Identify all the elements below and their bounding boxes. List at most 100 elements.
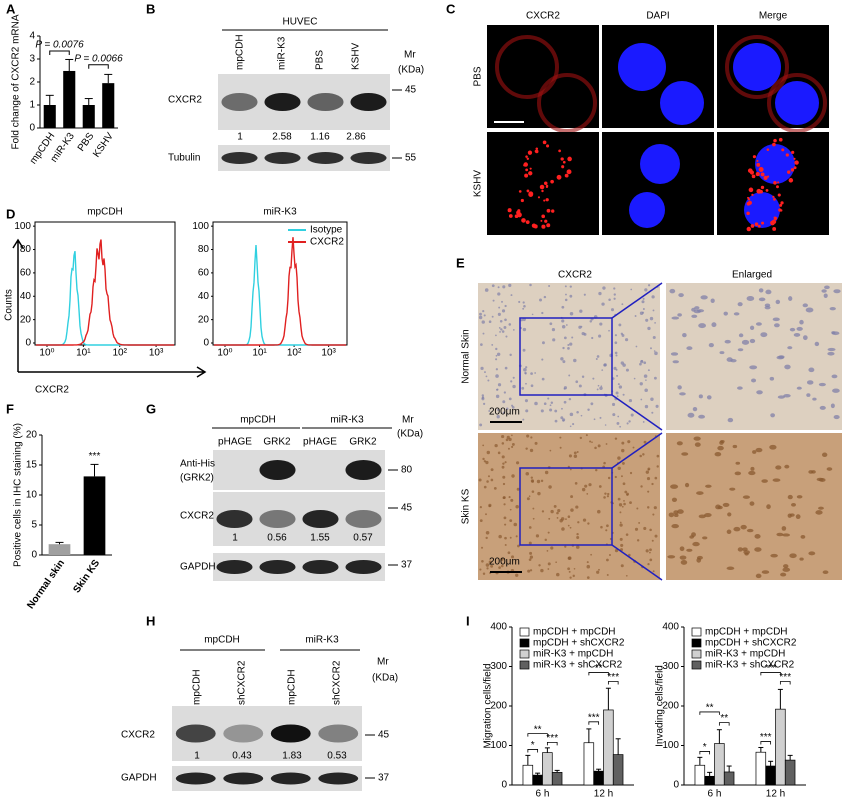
cell-nucleus [485,563,490,567]
bar [704,775,715,786]
cell-nucleus [503,503,506,506]
cell-nucleus [795,514,801,520]
lane-label: mpCDH [287,669,298,705]
zoom-line [611,544,663,581]
blot-band [345,510,382,528]
cxcr2-signal [781,148,785,152]
cell-nucleus [544,538,548,542]
cell-nucleus [651,411,654,414]
cxcr2-signal [525,220,530,225]
cell-nucleus [546,550,549,552]
lane-label: mpCDH [192,669,203,705]
cell-nucleus [752,450,757,454]
cell-nucleus [782,533,791,537]
row-label: Skin KS [461,488,472,524]
cell-nucleus [608,329,610,332]
bar [612,754,624,786]
cell-nucleus [500,557,504,561]
cell-nucleus [621,334,625,337]
blot-band [307,93,344,111]
cxcr2-signal [535,147,539,150]
y-tick-label: 0 [31,550,37,561]
cell-nucleus [573,358,577,363]
cell-nucleus [764,303,771,307]
cell-nucleus [783,393,791,398]
cell-nucleus [645,549,649,553]
cell-nucleus [624,338,629,342]
cell-nucleus [510,498,514,502]
y-axis-label: Fold change of CXCR2 mRNA [11,14,22,149]
cxcr2-signal [773,198,776,201]
cxcr2-signal [773,138,777,143]
cell-nucleus [653,506,657,510]
cell-nucleus [541,311,544,315]
cell-nucleus [696,491,704,495]
cell-nucleus [555,561,557,564]
cell-nucleus [560,357,564,361]
axis-label: CXCR2 [35,385,69,396]
cell-nucleus [621,303,624,306]
bar [43,105,56,128]
cell-nucleus [749,501,755,506]
cxcr2-signal [507,208,512,213]
cxcr2-signal [523,162,528,167]
cell-nucleus [591,441,593,444]
cxcr2-signal [525,155,528,158]
cell-nucleus [549,322,553,326]
cell-nucleus [615,368,618,371]
cell-nucleus [677,509,684,514]
sig-label: *** [765,663,777,674]
cell-nucleus [619,537,623,541]
cell-nucleus [498,306,501,309]
plot-title: mpCDH [87,207,123,218]
cell-nucleus [622,461,625,465]
cell-nucleus [606,495,610,498]
cell-nucleus [599,386,603,391]
cxcr2-signal [551,209,555,213]
cell-nucleus [643,374,648,378]
cell-nucleus [595,357,598,360]
cell-nucleus [706,395,712,400]
cell-nucleus [698,414,705,419]
quant-label: 2.86 [346,132,366,143]
cell-nucleus [549,449,552,452]
row-label: GAPDH [121,773,157,784]
cell-nucleus [565,324,568,326]
blot-band [270,772,311,785]
cell-nucleus [528,541,532,545]
cell-nucleus [505,335,508,338]
x-tick-label: KSHV [91,131,116,160]
cell-nucleus [575,545,580,549]
cell-nucleus [655,404,659,408]
cell-nucleus [822,570,829,575]
cell-nucleus [788,296,793,301]
cxcr2-signal [795,161,799,164]
cell-nucleus [529,551,533,555]
cell-nucleus [563,336,567,340]
cell-nucleus [481,320,485,324]
cell-nucleus [496,415,500,419]
legend-swatch [691,660,702,670]
quant-label: 0.56 [267,533,287,544]
cell-nucleus [653,376,657,380]
cell-nucleus [620,564,624,568]
cell-nucleus [689,535,694,539]
cell-nucleus [833,414,840,420]
cell-nucleus [481,560,484,563]
cell-nucleus [528,558,532,561]
cell-nucleus [614,549,619,553]
cell-nucleus [510,380,513,383]
cell-nucleus [481,394,485,397]
cell-nucleus [627,440,631,444]
cell-nucleus [628,420,631,423]
cxcr2-signal [528,191,534,197]
cell-nucleus [562,360,566,364]
cell-nucleus [772,317,780,322]
x-tick-label: 10¹ [252,348,267,359]
cxcr2-signal [766,148,770,151]
cell-nucleus [647,490,650,493]
row-label: CXCR2 [121,730,155,741]
cell-nucleus [567,524,570,527]
cxcr2-signal [751,174,756,179]
